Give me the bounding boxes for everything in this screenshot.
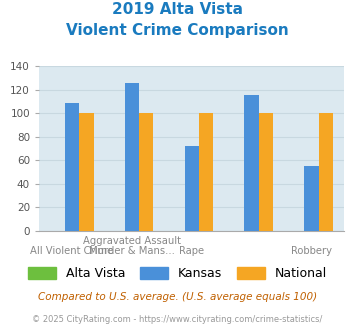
Bar <box>185 146 199 231</box>
Bar <box>79 113 93 231</box>
Text: Rape: Rape <box>179 246 204 256</box>
Bar <box>244 95 259 231</box>
Bar <box>304 166 318 231</box>
Legend: Alta Vista, Kansas, National: Alta Vista, Kansas, National <box>23 262 332 285</box>
Text: © 2025 CityRating.com - https://www.cityrating.com/crime-statistics/: © 2025 CityRating.com - https://www.city… <box>32 315 323 324</box>
Text: Compared to U.S. average. (U.S. average equals 100): Compared to U.S. average. (U.S. average … <box>38 292 317 302</box>
Bar <box>139 113 153 231</box>
Text: All Violent Crime: All Violent Crime <box>30 246 114 256</box>
Text: Aggravated Assault: Aggravated Assault <box>83 236 181 246</box>
Text: Murder & Mans...: Murder & Mans... <box>89 246 175 256</box>
Bar <box>199 113 213 231</box>
Bar <box>259 113 273 231</box>
Text: Robbery: Robbery <box>291 246 332 256</box>
Bar <box>65 103 79 231</box>
Bar <box>125 82 139 231</box>
Text: 2019 Alta Vista: 2019 Alta Vista <box>112 2 243 16</box>
Bar <box>318 113 333 231</box>
Text: Violent Crime Comparison: Violent Crime Comparison <box>66 23 289 38</box>
